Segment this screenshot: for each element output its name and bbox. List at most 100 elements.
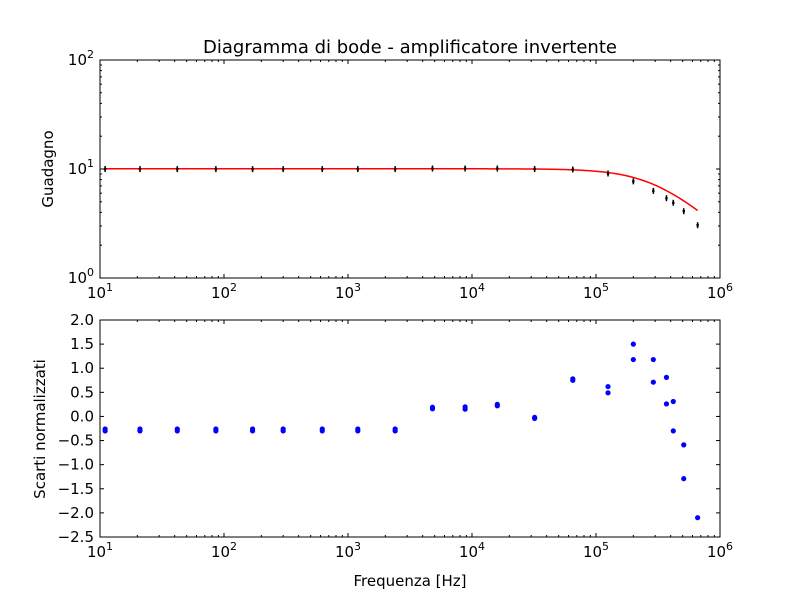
gain-x-tick-label-exponent: 5 [602,281,609,294]
gain-fit-line [105,168,699,212]
residuals-y-tick-label: −1.5 [58,480,94,498]
gain-x-tick-label: 106 [707,281,733,302]
residuals-x-tick-label: 101 [87,540,113,561]
gain-marker [356,167,360,171]
gain-data-point [214,166,218,173]
residuals-axes-frame [99,319,721,538]
gain-x-tick-label: 102 [211,281,237,302]
gain-x-tick-label-base: 10 [335,284,354,302]
residuals-y-tick-label: 1.5 [70,335,94,353]
gain-data-point [281,166,285,173]
gain-marker [533,167,536,171]
residuals-x-tick-label-base: 10 [583,543,602,561]
residual-point [681,476,687,482]
gain-y-tick-label-base: 10 [68,51,87,69]
residual-point [605,390,611,396]
gain-marker [214,167,218,171]
gain-data-point [696,222,699,229]
gain-x-tick-label-exponent: 6 [726,281,733,294]
gain-data-point [632,178,635,185]
gain-x-tick-label-base: 10 [707,284,726,302]
residuals-y-tick-label: 0.5 [70,383,94,401]
gain-data-point [533,166,536,172]
residuals-ticks: 101 102 103 104 105 1062.01.51.00.50.0−0.5−1.… [58,311,733,561]
gain-panel: Diagramma di bode - amplificatore invert… [39,37,733,302]
gain-data-point [176,166,179,173]
gain-data-point [103,166,107,172]
residuals-x-tick-label-base: 10 [459,543,478,561]
residual-point [174,428,180,434]
gain-y-axis-label: Guadagno [39,130,57,207]
gain-marker [463,167,467,170]
residual-point [650,356,656,363]
gain-marker [431,167,434,170]
gain-data-point [251,166,254,173]
gain-data-point [321,166,324,173]
chart-title: Diagramma di bode - amplificatore invert… [203,37,617,58]
gain-y-tick-label-exponent: 1 [87,157,94,170]
residual-point [670,398,676,405]
gain-x-tick-label-exponent: 2 [230,281,237,294]
residuals-y-tick-label: −1.0 [58,456,94,474]
residuals-panel: Scarti normalizzati Frequenza [Hz] 101 10… [31,311,733,590]
gain-data-point [665,195,668,202]
gain-x-tick-label-exponent: 3 [354,281,361,294]
gain-x-tick-label-base: 10 [583,284,602,302]
gain-x-tick-label-base: 10 [87,284,106,302]
residuals-x-tick-label-exponent: 1 [106,540,113,553]
gain-marker [176,167,179,171]
residual-point [392,428,398,434]
gain-x-tick-label-exponent: 4 [478,281,485,294]
residuals-x-tick-label-base: 10 [211,543,230,561]
residuals-y-tick-label: 2.0 [70,311,94,329]
residual-point [532,415,538,421]
gain-plot-area [103,165,699,229]
gain-marker [696,224,699,227]
residuals-x-tick-label-exponent: 3 [354,540,361,553]
residuals-y-tick-label: −2.0 [58,504,94,522]
residual-point [249,428,256,434]
residuals-x-tick-label-exponent: 4 [478,540,485,553]
residual-point [605,383,611,390]
gain-data-point [463,165,467,172]
gain-x-tick-label: 104 [459,281,485,302]
gain-marker [138,167,142,171]
residual-point [670,428,676,434]
gain-data-point [672,199,675,206]
gain-x-tick-label: 103 [335,281,361,302]
residuals-x-tick-label: 105 [583,540,609,561]
residuals-x-tick-label-base: 10 [707,543,726,561]
residuals-y-axis-label: Scarti normalizzati [31,359,49,499]
residual-point [681,442,687,448]
gain-x-tick-label-exponent: 1 [106,281,113,294]
gain-marker [632,180,635,183]
residual-point [494,401,500,407]
gain-marker [682,210,685,213]
residuals-y-tick-label: −0.5 [58,432,94,450]
residuals-x-tick-label: 102 [211,540,237,561]
residuals-y-tick-label: −2.5 [58,528,94,546]
residual-point [663,374,670,380]
gain-data-point [652,187,655,194]
gain-y-tick-label: 102 [68,48,94,69]
gain-marker [652,189,655,193]
gain-marker [571,168,575,171]
residuals-x-tick-label: 106 [707,540,733,561]
gain-data-point [682,208,685,215]
gain-y-tick-label-base: 10 [68,269,87,287]
gain-x-tick-label: 105 [583,281,609,302]
residuals-plot-area [102,341,701,521]
residuals-x-tick-label-exponent: 6 [726,540,733,553]
gain-marker [251,167,254,171]
residuals-y-tick-label: 0.0 [70,407,94,425]
gain-data-point [138,166,142,173]
residuals-x-tick-label: 103 [335,540,361,561]
residual-point [462,404,468,410]
gain-marker [281,167,285,171]
residual-point [570,376,576,382]
residual-point [213,428,219,434]
gain-y-tick-label-base: 10 [68,160,87,178]
residual-point [280,428,286,434]
